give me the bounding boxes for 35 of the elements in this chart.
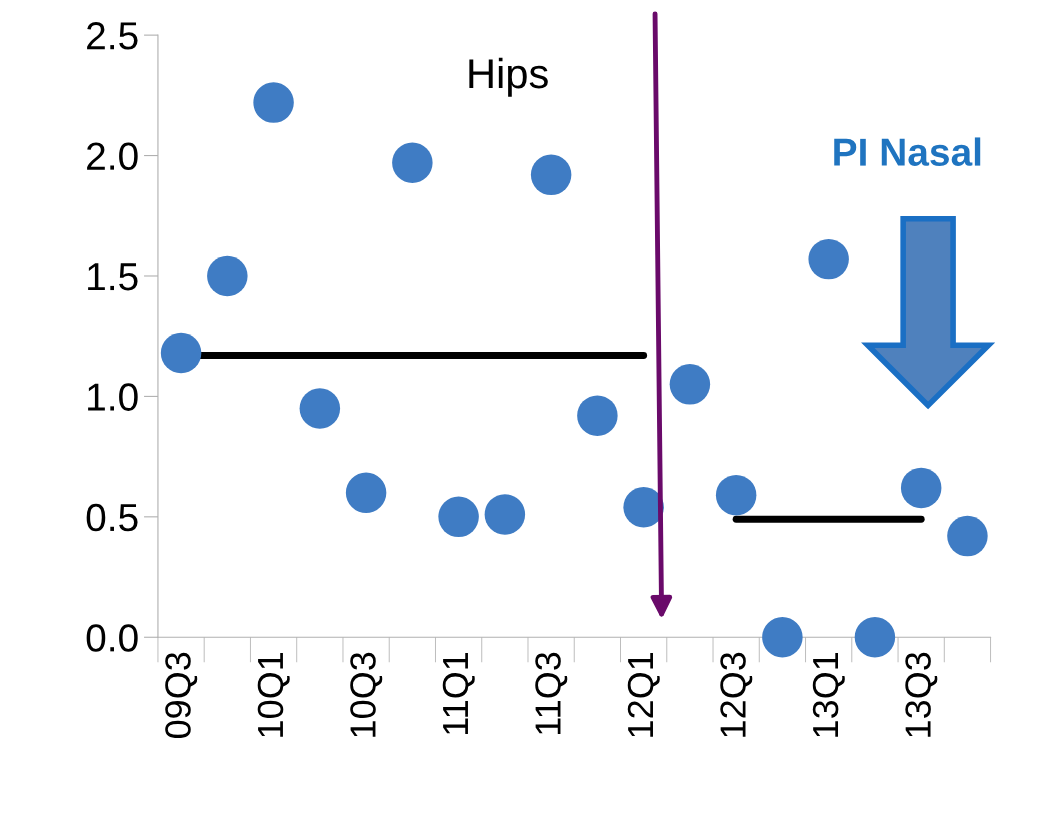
- x-tick-label: 11Q1: [442, 652, 475, 735]
- point: [160, 332, 202, 374]
- x-tick-label: 11Q3: [535, 652, 568, 735]
- point: [299, 388, 341, 429]
- point: [438, 496, 479, 538]
- x-tick-label: 13Q1: [812, 652, 845, 737]
- y-tick-label: 0.0: [86, 624, 138, 652]
- point: [947, 515, 988, 557]
- x-tick-label: 10Q1: [257, 652, 290, 737]
- point: [669, 364, 711, 405]
- point: [207, 255, 248, 297]
- annotation: PI Nasal: [834, 137, 981, 166]
- point: [808, 238, 849, 280]
- x-tick-label: 12Q3: [720, 652, 753, 737]
- y-tick-label: 2.0: [87, 142, 138, 171]
- y-tick-label: 1.0: [88, 383, 138, 411]
- point: [392, 142, 433, 184]
- point: [530, 154, 572, 196]
- point: [345, 472, 387, 513]
- point: [854, 617, 896, 658]
- x-tick-label: 13Q3: [905, 652, 938, 737]
- point: [623, 486, 664, 528]
- annotation: Hips: [469, 57, 548, 97]
- point: [900, 467, 942, 509]
- x-tick-label: 10Q3: [350, 652, 383, 737]
- x-tick-label: 09Q3: [165, 652, 198, 739]
- point: [762, 617, 803, 658]
- x-tick-label: 12Q1: [627, 652, 660, 737]
- point: [484, 494, 526, 535]
- y-tick-label: 0.5: [86, 503, 138, 532]
- y-tick-label: 1.5: [88, 263, 138, 291]
- point: [577, 395, 618, 436]
- point: [715, 474, 757, 516]
- point: [253, 82, 294, 123]
- y-tick-label: 2.5: [87, 22, 138, 50]
